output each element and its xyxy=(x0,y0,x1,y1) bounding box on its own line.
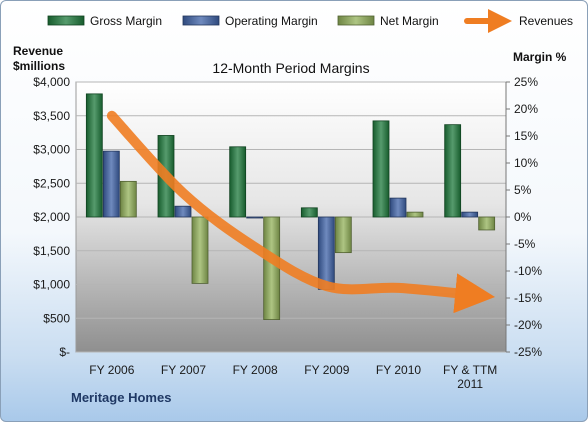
left-axis-title: Revenue xyxy=(13,44,63,58)
right-axis-tick-label: 15% xyxy=(514,129,538,143)
right-axis-title: Margin % xyxy=(513,50,567,64)
left-axis-tick-label: $- xyxy=(59,345,70,359)
legend-label: Gross Margin xyxy=(90,14,162,28)
footer-label: Meritage Homes xyxy=(71,390,171,405)
right-axis-tick-label: 25% xyxy=(514,75,538,89)
bar-operating-margin xyxy=(461,211,479,218)
legend-swatch xyxy=(47,15,85,26)
right-axis-tick-label: -5% xyxy=(514,237,536,251)
left-axis-tick-label: $500 xyxy=(43,311,70,325)
right-axis-tick-label: -25% xyxy=(514,345,542,359)
revenues-line xyxy=(106,110,496,314)
right-axis-tick-label: -20% xyxy=(514,318,542,332)
x-axis-tick-label: FY 2009 xyxy=(304,363,349,377)
left-axis-tick-label: $3,500 xyxy=(33,109,70,123)
bar-operating-margin xyxy=(102,150,120,218)
bar-net-margin xyxy=(478,216,496,231)
left-axis-tick-label: $1,000 xyxy=(33,278,70,292)
bar-operating-margin xyxy=(389,197,407,218)
x-axis-tick-label: FY 2010 xyxy=(376,363,421,377)
legend-label: Operating Margin xyxy=(225,14,318,28)
bar-operating-margin xyxy=(246,216,264,219)
bar-net-margin xyxy=(191,216,209,284)
chart-title: 12-Month Period Margins xyxy=(212,60,369,76)
right-axis-tick-label: 20% xyxy=(514,102,538,116)
bar-gross-margin xyxy=(300,207,318,218)
legend-label: Net Margin xyxy=(380,14,439,28)
x-axis-tick-label: FY 2006 xyxy=(89,363,134,377)
bar-net-margin xyxy=(263,216,281,320)
bar-net-margin xyxy=(406,211,424,218)
bar-gross-margin xyxy=(229,146,247,218)
left-axis-tick-label: $4,000 xyxy=(33,75,70,89)
x-axis-tick-label: FY 2007 xyxy=(161,363,206,377)
x-axis-tick-label: FY & TTM xyxy=(443,363,497,377)
right-axis-tick-label: 10% xyxy=(514,156,538,170)
right-axis-tick-label: -15% xyxy=(514,291,542,305)
bar-operating-margin xyxy=(317,216,335,290)
right-axis-tick-label: 0% xyxy=(514,210,532,224)
right-axis-tick-label: -10% xyxy=(514,264,542,278)
bar-operating-margin xyxy=(174,205,192,218)
bar-net-margin xyxy=(334,216,352,254)
left-axis-title: $millions xyxy=(13,59,65,73)
left-axis-tick-label: $1,500 xyxy=(33,244,70,258)
bar-gross-margin xyxy=(85,93,103,218)
bar-gross-margin xyxy=(444,124,462,218)
legend-swatch xyxy=(182,15,220,26)
x-axis-tick-label: FY 2008 xyxy=(233,363,278,377)
x-axis-tick-label: 2011 xyxy=(457,377,483,391)
bar-net-margin xyxy=(119,180,137,218)
left-axis-tick-label: $3,000 xyxy=(33,143,70,157)
right-axis-tick-label: 5% xyxy=(514,183,532,197)
left-axis-tick-label: $2,500 xyxy=(33,176,70,190)
left-axis-tick-label: $2,000 xyxy=(33,210,70,224)
legend-swatch xyxy=(337,15,375,26)
bar-gross-margin xyxy=(372,120,390,218)
legend-label: Revenues xyxy=(519,14,573,28)
